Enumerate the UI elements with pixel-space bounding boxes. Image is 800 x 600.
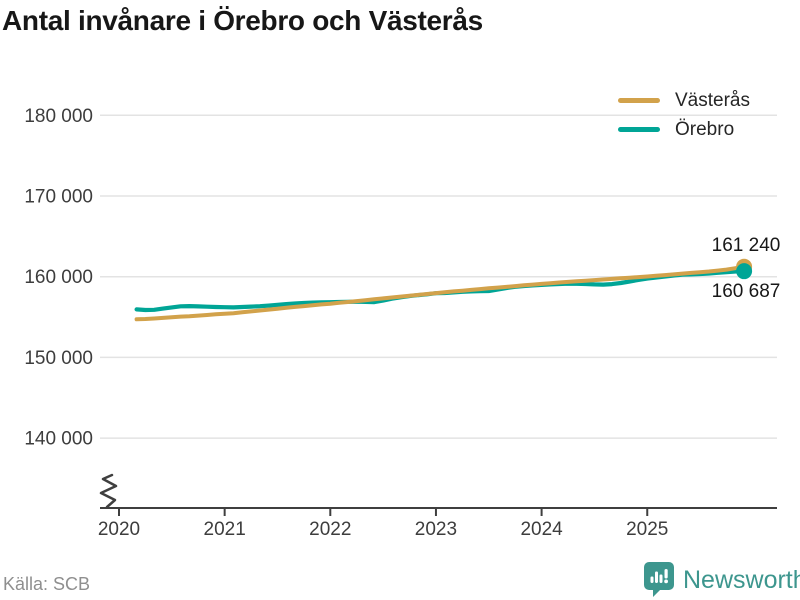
x-axis-tick-label: 2020: [98, 519, 140, 540]
orebro-line-swatch: [618, 127, 660, 132]
orebro-end-dot: [736, 263, 753, 280]
x-axis-tick-label: 2021: [204, 519, 246, 540]
legend-item-vasteras: Västerås: [618, 86, 750, 115]
vasteras-line-swatch: [618, 98, 660, 103]
y-axis-tick-label: 180 000: [24, 106, 93, 127]
legend: Västerås Örebro: [618, 86, 750, 144]
vasteras-line: [134, 264, 747, 322]
x-axis-tick-label: 2022: [309, 519, 351, 540]
y-axis-tick-label: 170 000: [24, 187, 93, 208]
legend-label-orebro: Örebro: [675, 118, 735, 140]
vasteras-end-value-label: 161 240: [711, 235, 781, 256]
orebro-end-value-label: 160 687: [711, 281, 781, 302]
source-caption: Källa: SCB: [3, 574, 91, 594]
axis-break-icon: [99, 473, 118, 509]
newsworthy-logo[interactable]: Newsworthy: [644, 562, 800, 597]
x-axis-tick-label: 2023: [415, 519, 457, 540]
y-axis-tick-label: 150 000: [24, 348, 93, 369]
newsworthy-logo-icon: [644, 562, 674, 597]
y-axis-tick-label: 140 000: [24, 429, 93, 450]
legend-item-orebro: Örebro: [618, 115, 750, 144]
chart-title: Antal invånare i Örebro och Västerås: [2, 5, 483, 36]
y-axis-tick-label: 160 000: [24, 267, 93, 288]
legend-label-vasteras: Västerås: [675, 89, 750, 111]
x-axis-tick-label: 2025: [626, 519, 668, 540]
newsworthy-wordmark: Newsworthy: [683, 565, 800, 594]
x-axis-tick-label: 2024: [520, 519, 563, 540]
